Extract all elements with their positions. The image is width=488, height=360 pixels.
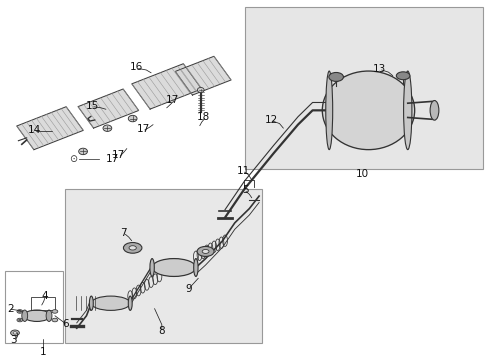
Ellipse shape: [89, 296, 93, 310]
Text: 16: 16: [130, 63, 143, 72]
Ellipse shape: [403, 71, 411, 150]
Ellipse shape: [197, 87, 203, 93]
Ellipse shape: [202, 249, 208, 253]
Ellipse shape: [22, 310, 28, 321]
Ellipse shape: [322, 71, 414, 150]
Text: 17: 17: [165, 95, 179, 105]
Text: 17: 17: [111, 150, 124, 160]
Text: 3: 3: [10, 335, 17, 345]
Text: 15: 15: [85, 101, 99, 111]
Text: 1: 1: [40, 347, 46, 357]
Ellipse shape: [52, 318, 58, 322]
Text: 12: 12: [264, 115, 277, 125]
Ellipse shape: [52, 310, 58, 313]
Polygon shape: [175, 56, 230, 95]
Ellipse shape: [193, 258, 198, 276]
Text: ⊙: ⊙: [69, 154, 77, 164]
Polygon shape: [132, 64, 201, 109]
Text: 6: 6: [62, 319, 69, 329]
Ellipse shape: [19, 319, 21, 321]
Text: 5: 5: [242, 185, 249, 195]
Text: 17: 17: [106, 154, 119, 164]
Ellipse shape: [429, 100, 438, 120]
Polygon shape: [17, 107, 83, 150]
Ellipse shape: [91, 296, 130, 310]
Ellipse shape: [325, 71, 332, 150]
Text: 9: 9: [185, 284, 191, 294]
Ellipse shape: [23, 310, 50, 321]
Ellipse shape: [197, 247, 214, 256]
Text: 17: 17: [137, 124, 150, 134]
Ellipse shape: [128, 296, 132, 310]
Bar: [245, 7, 482, 169]
Ellipse shape: [19, 311, 21, 312]
Ellipse shape: [46, 310, 52, 321]
Text: 18: 18: [196, 112, 209, 122]
Text: 11: 11: [236, 166, 249, 176]
Bar: [64, 189, 261, 342]
Ellipse shape: [79, 148, 87, 155]
Ellipse shape: [11, 330, 20, 336]
Ellipse shape: [17, 318, 23, 322]
Ellipse shape: [103, 125, 112, 131]
Ellipse shape: [123, 243, 142, 253]
Ellipse shape: [328, 72, 343, 81]
Text: 7: 7: [120, 228, 126, 238]
Ellipse shape: [13, 332, 17, 334]
Ellipse shape: [129, 246, 136, 250]
Ellipse shape: [17, 310, 23, 313]
Text: 13: 13: [372, 64, 386, 73]
Text: 4: 4: [42, 291, 48, 301]
Polygon shape: [78, 89, 139, 128]
Ellipse shape: [128, 115, 137, 122]
Text: 14: 14: [28, 125, 41, 135]
Bar: [30, 297, 55, 310]
Bar: [5, 271, 62, 342]
Ellipse shape: [395, 72, 409, 80]
Ellipse shape: [150, 258, 154, 276]
Ellipse shape: [152, 258, 196, 276]
Text: 2: 2: [7, 303, 14, 314]
Text: 10: 10: [355, 168, 368, 179]
Text: 8: 8: [158, 326, 165, 336]
